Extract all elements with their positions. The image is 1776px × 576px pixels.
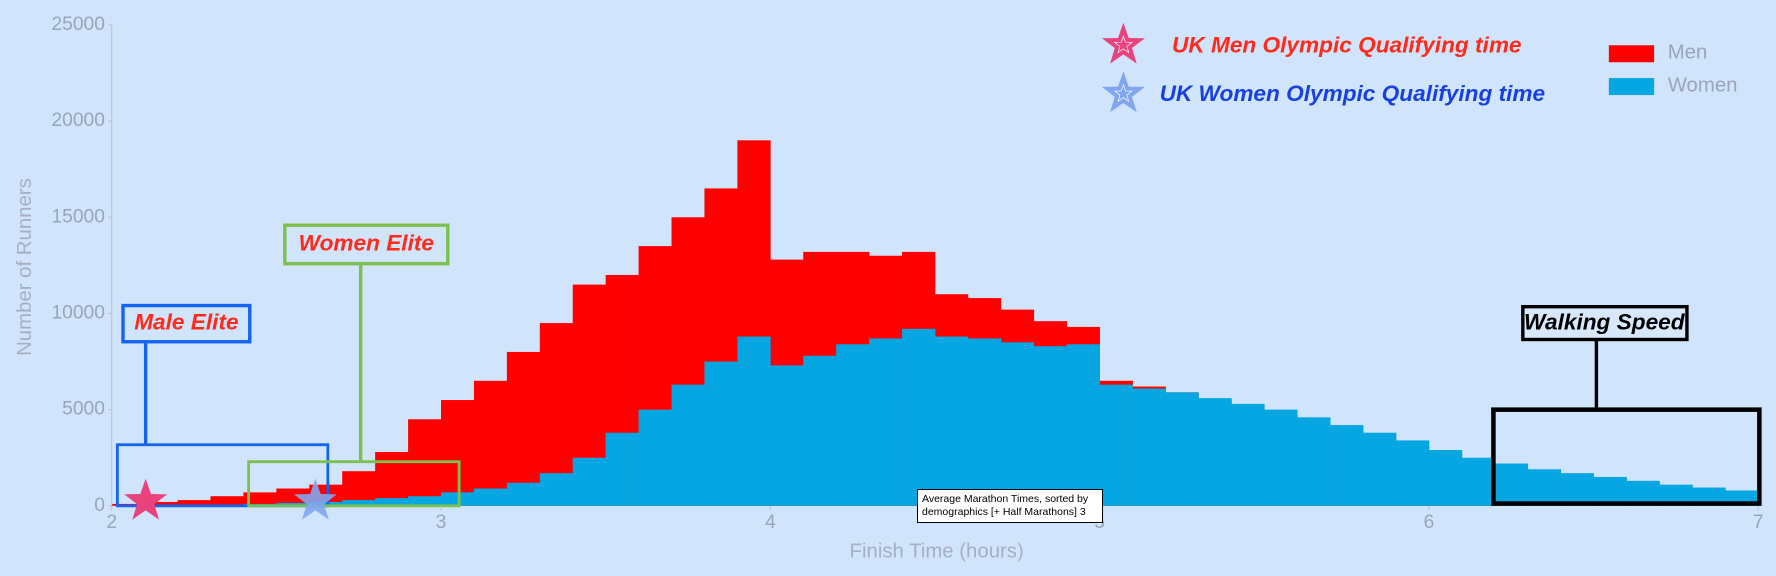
bar: [473, 488, 508, 506]
bar: [836, 344, 870, 506]
bar: [210, 496, 244, 506]
qualifying-legend: UK Men Olympic Qualifying time UK Women …: [1101, 22, 1546, 113]
legend-label: Women: [1668, 74, 1738, 96]
bar: [1198, 398, 1232, 506]
x-axis-label: Finish Time (hours): [850, 541, 1024, 563]
annotation-label: Walking Speed: [1524, 310, 1686, 335]
bar: [1461, 457, 1496, 506]
bar: [1692, 487, 1726, 506]
bar: [1297, 417, 1331, 506]
bar: [408, 496, 442, 506]
bar: [869, 338, 903, 506]
bar: [1264, 409, 1298, 506]
annotation-box: [283, 223, 450, 266]
y-tick-label: 5000: [62, 399, 105, 420]
bar: [1560, 473, 1594, 506]
bar: [902, 328, 936, 506]
bar: [506, 482, 541, 506]
bar: [704, 361, 738, 506]
bar: [441, 492, 475, 506]
x-tick-label: 7: [1753, 512, 1764, 533]
bar: [1593, 476, 1627, 506]
bar: [1231, 403, 1265, 506]
bar: [1659, 484, 1693, 506]
bar: [671, 384, 705, 506]
bar: [737, 336, 771, 506]
y-tick-label: 25000: [51, 14, 104, 35]
women-star-icon: [1101, 71, 1145, 113]
bar: [803, 355, 837, 506]
x-tick-label: 3: [436, 512, 447, 533]
x-tick-label: 4: [765, 512, 776, 533]
women-qualifying-label: UK Women Olympic Qualifying time: [1160, 81, 1546, 106]
legend-swatch: [1608, 78, 1655, 96]
bar: [1494, 463, 1529, 506]
bar: [1132, 388, 1166, 506]
x-tick-label: 2: [106, 512, 117, 533]
bar: [1363, 432, 1397, 506]
bar: [1527, 469, 1561, 506]
bar: [342, 500, 376, 506]
annotation-box: [121, 303, 252, 344]
bar: [1000, 342, 1035, 506]
annotation-label: Women Elite: [299, 230, 434, 255]
men-qualifying-star: [124, 478, 168, 520]
bar: [309, 501, 343, 506]
bar: [276, 488, 310, 506]
bar: [934, 336, 969, 506]
tooltip: Average Marathon Times, sorted by demogr…: [917, 489, 1103, 523]
bar: [506, 351, 541, 506]
bar: [1066, 344, 1100, 506]
bar: [375, 451, 409, 506]
bar: [243, 492, 277, 506]
bar: [770, 365, 804, 506]
y-tick-label: 0: [94, 495, 105, 516]
bar: [1033, 346, 1068, 506]
y-axis-label: Number of Runners: [14, 178, 36, 356]
bar: [1099, 384, 1133, 506]
annotation-box: [1521, 304, 1689, 342]
y-tick-label: 10000: [51, 303, 104, 324]
bar: [605, 432, 639, 506]
plot-area: [111, 140, 1759, 506]
bar: [1330, 425, 1364, 506]
bar: [144, 501, 178, 506]
legend-swatch: [1608, 45, 1655, 63]
range-box: [247, 460, 461, 508]
bar: [276, 502, 310, 506]
bar: [572, 457, 606, 506]
bar: [177, 500, 211, 506]
range-box: [115, 443, 330, 508]
annotation-label: Male Elite: [134, 310, 238, 335]
bar: [967, 338, 1002, 506]
bar: [539, 473, 574, 506]
range-box: [1491, 407, 1762, 506]
men-qualifying-label: UK Men Olympic Qualifying time: [1172, 32, 1521, 57]
y-tick-label: 20000: [51, 110, 104, 131]
bar: [473, 380, 508, 506]
y-tick-label: 15000: [51, 206, 104, 227]
men-star-icon: [1101, 22, 1145, 64]
bar: [1395, 440, 1430, 506]
legend-label: Men: [1668, 42, 1708, 64]
bar: [1165, 392, 1199, 506]
bar: [638, 409, 672, 506]
x-tick-label: 6: [1424, 512, 1435, 533]
bar: [375, 498, 409, 506]
bar: [441, 400, 475, 506]
bar: [1428, 450, 1463, 506]
